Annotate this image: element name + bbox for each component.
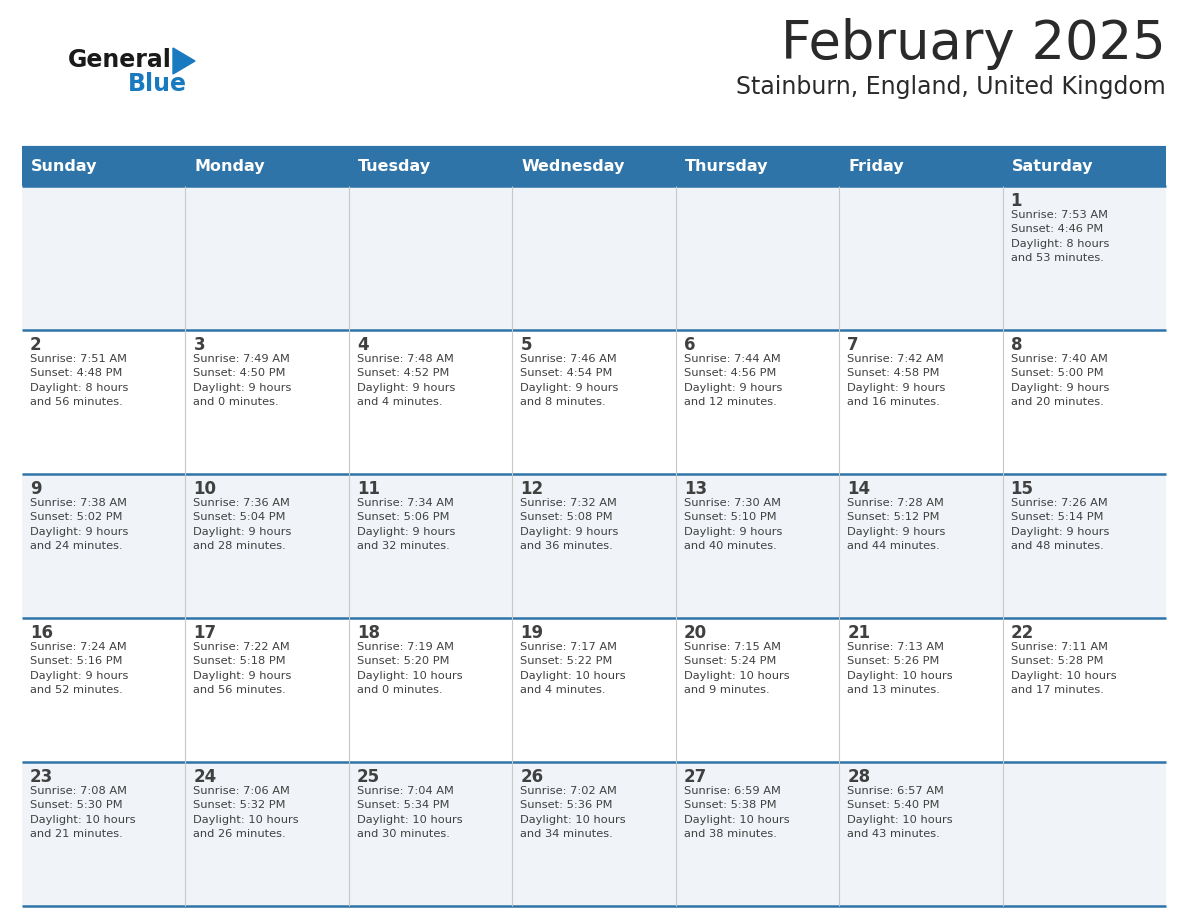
Text: Sunrise: 7:02 AM
Sunset: 5:36 PM
Daylight: 10 hours
and 34 minutes.: Sunrise: 7:02 AM Sunset: 5:36 PM Dayligh… [520,786,626,839]
Bar [23,762,1165,906]
Text: Sunrise: 7:44 AM
Sunset: 4:56 PM
Daylight: 9 hours
and 12 minutes.: Sunrise: 7:44 AM Sunset: 4:56 PM Dayligh… [684,354,782,408]
Text: Sunrise: 7:42 AM
Sunset: 4:58 PM
Daylight: 9 hours
and 16 minutes.: Sunrise: 7:42 AM Sunset: 4:58 PM Dayligh… [847,354,946,408]
Text: Sunrise: 7:17 AM
Sunset: 5:22 PM
Daylight: 10 hours
and 4 minutes.: Sunrise: 7:17 AM Sunset: 5:22 PM Dayligh… [520,642,626,695]
Text: 19: 19 [520,624,543,642]
Text: Sunrise: 7:04 AM
Sunset: 5:34 PM
Daylight: 10 hours
and 30 minutes.: Sunrise: 7:04 AM Sunset: 5:34 PM Dayligh… [356,786,462,839]
Text: 14: 14 [847,480,871,498]
Text: 20: 20 [684,624,707,642]
Text: Sunday: Sunday [31,160,97,174]
Text: 26: 26 [520,768,543,786]
Text: Sunrise: 7:15 AM
Sunset: 5:24 PM
Daylight: 10 hours
and 9 minutes.: Sunrise: 7:15 AM Sunset: 5:24 PM Dayligh… [684,642,789,695]
Text: 6: 6 [684,336,695,354]
Text: 28: 28 [847,768,871,786]
Text: 11: 11 [356,480,380,498]
Text: Sunrise: 7:49 AM
Sunset: 4:50 PM
Daylight: 9 hours
and 0 minutes.: Sunrise: 7:49 AM Sunset: 4:50 PM Dayligh… [194,354,292,408]
Bar [23,474,1165,618]
Bar [839,148,1003,186]
Text: Sunrise: 6:59 AM
Sunset: 5:38 PM
Daylight: 10 hours
and 38 minutes.: Sunrise: 6:59 AM Sunset: 5:38 PM Dayligh… [684,786,789,839]
Text: Tuesday: Tuesday [358,160,431,174]
Text: 16: 16 [30,624,53,642]
Text: 10: 10 [194,480,216,498]
Text: Saturday: Saturday [1011,160,1093,174]
Bar [512,148,676,186]
Text: February 2025: February 2025 [782,18,1165,70]
Text: Blue: Blue [128,72,187,96]
Bar [185,148,349,186]
Text: General: General [68,48,172,72]
Text: Sunrise: 7:26 AM
Sunset: 5:14 PM
Daylight: 9 hours
and 48 minutes.: Sunrise: 7:26 AM Sunset: 5:14 PM Dayligh… [1011,498,1108,551]
Text: Friday: Friday [848,160,904,174]
Text: Sunrise: 7:24 AM
Sunset: 5:16 PM
Daylight: 9 hours
and 52 minutes.: Sunrise: 7:24 AM Sunset: 5:16 PM Dayligh… [30,642,128,695]
Text: Sunrise: 7:48 AM
Sunset: 4:52 PM
Daylight: 9 hours
and 4 minutes.: Sunrise: 7:48 AM Sunset: 4:52 PM Dayligh… [356,354,455,408]
Text: 24: 24 [194,768,216,786]
Text: #1a1a1a: #1a1a1a [68,51,75,52]
Text: 7: 7 [847,336,859,354]
Text: Sunrise: 7:06 AM
Sunset: 5:32 PM
Daylight: 10 hours
and 26 minutes.: Sunrise: 7:06 AM Sunset: 5:32 PM Dayligh… [194,786,299,839]
Text: 22: 22 [1011,624,1034,642]
Text: Sunrise: 7:51 AM
Sunset: 4:48 PM
Daylight: 8 hours
and 56 minutes.: Sunrise: 7:51 AM Sunset: 4:48 PM Dayligh… [30,354,128,408]
Text: 21: 21 [847,624,871,642]
Bar [23,148,185,186]
Text: 13: 13 [684,480,707,498]
Text: Wednesday: Wednesday [522,160,625,174]
Bar [676,148,839,186]
Bar [1003,148,1165,186]
Text: 23: 23 [30,768,53,786]
Polygon shape [173,48,195,74]
Text: 18: 18 [356,624,380,642]
Text: Sunrise: 7:53 AM
Sunset: 4:46 PM
Daylight: 8 hours
and 53 minutes.: Sunrise: 7:53 AM Sunset: 4:46 PM Dayligh… [1011,210,1108,263]
Text: Stainburn, England, United Kingdom: Stainburn, England, United Kingdom [737,75,1165,99]
Text: Sunrise: 7:32 AM
Sunset: 5:08 PM
Daylight: 9 hours
and 36 minutes.: Sunrise: 7:32 AM Sunset: 5:08 PM Dayligh… [520,498,619,551]
Bar [349,148,512,186]
Text: Sunrise: 7:36 AM
Sunset: 5:04 PM
Daylight: 9 hours
and 28 minutes.: Sunrise: 7:36 AM Sunset: 5:04 PM Dayligh… [194,498,292,551]
Text: 1: 1 [1011,192,1022,210]
Text: Sunrise: 7:40 AM
Sunset: 5:00 PM
Daylight: 9 hours
and 20 minutes.: Sunrise: 7:40 AM Sunset: 5:00 PM Dayligh… [1011,354,1108,408]
Text: 17: 17 [194,624,216,642]
Text: Sunrise: 6:57 AM
Sunset: 5:40 PM
Daylight: 10 hours
and 43 minutes.: Sunrise: 6:57 AM Sunset: 5:40 PM Dayligh… [847,786,953,839]
Text: 12: 12 [520,480,543,498]
Bar [23,186,1165,330]
Text: Sunrise: 7:28 AM
Sunset: 5:12 PM
Daylight: 9 hours
and 44 minutes.: Sunrise: 7:28 AM Sunset: 5:12 PM Dayligh… [847,498,946,551]
Text: Sunrise: 7:19 AM
Sunset: 5:20 PM
Daylight: 10 hours
and 0 minutes.: Sunrise: 7:19 AM Sunset: 5:20 PM Dayligh… [356,642,462,695]
Text: 27: 27 [684,768,707,786]
Text: Sunrise: 7:46 AM
Sunset: 4:54 PM
Daylight: 9 hours
and 8 minutes.: Sunrise: 7:46 AM Sunset: 4:54 PM Dayligh… [520,354,619,408]
Text: Sunrise: 7:22 AM
Sunset: 5:18 PM
Daylight: 9 hours
and 56 minutes.: Sunrise: 7:22 AM Sunset: 5:18 PM Dayligh… [194,642,292,695]
Text: Sunrise: 7:34 AM
Sunset: 5:06 PM
Daylight: 9 hours
and 32 minutes.: Sunrise: 7:34 AM Sunset: 5:06 PM Dayligh… [356,498,455,551]
Text: Sunrise: 7:08 AM
Sunset: 5:30 PM
Daylight: 10 hours
and 21 minutes.: Sunrise: 7:08 AM Sunset: 5:30 PM Dayligh… [30,786,135,839]
Text: Sunrise: 7:30 AM
Sunset: 5:10 PM
Daylight: 9 hours
and 40 minutes.: Sunrise: 7:30 AM Sunset: 5:10 PM Dayligh… [684,498,782,551]
Text: 2: 2 [30,336,42,354]
Text: 5: 5 [520,336,532,354]
Text: 4: 4 [356,336,368,354]
Text: Sunrise: 7:38 AM
Sunset: 5:02 PM
Daylight: 9 hours
and 24 minutes.: Sunrise: 7:38 AM Sunset: 5:02 PM Dayligh… [30,498,128,551]
Text: 8: 8 [1011,336,1022,354]
Bar [23,330,1165,474]
Text: 3: 3 [194,336,206,354]
Text: Monday: Monday [195,160,265,174]
Text: Sunrise: 7:13 AM
Sunset: 5:26 PM
Daylight: 10 hours
and 13 minutes.: Sunrise: 7:13 AM Sunset: 5:26 PM Dayligh… [847,642,953,695]
Bar [23,618,1165,762]
Text: 9: 9 [30,480,42,498]
Text: 15: 15 [1011,480,1034,498]
Text: Sunrise: 7:11 AM
Sunset: 5:28 PM
Daylight: 10 hours
and 17 minutes.: Sunrise: 7:11 AM Sunset: 5:28 PM Dayligh… [1011,642,1117,695]
Text: Thursday: Thursday [684,160,769,174]
Text: 25: 25 [356,768,380,786]
